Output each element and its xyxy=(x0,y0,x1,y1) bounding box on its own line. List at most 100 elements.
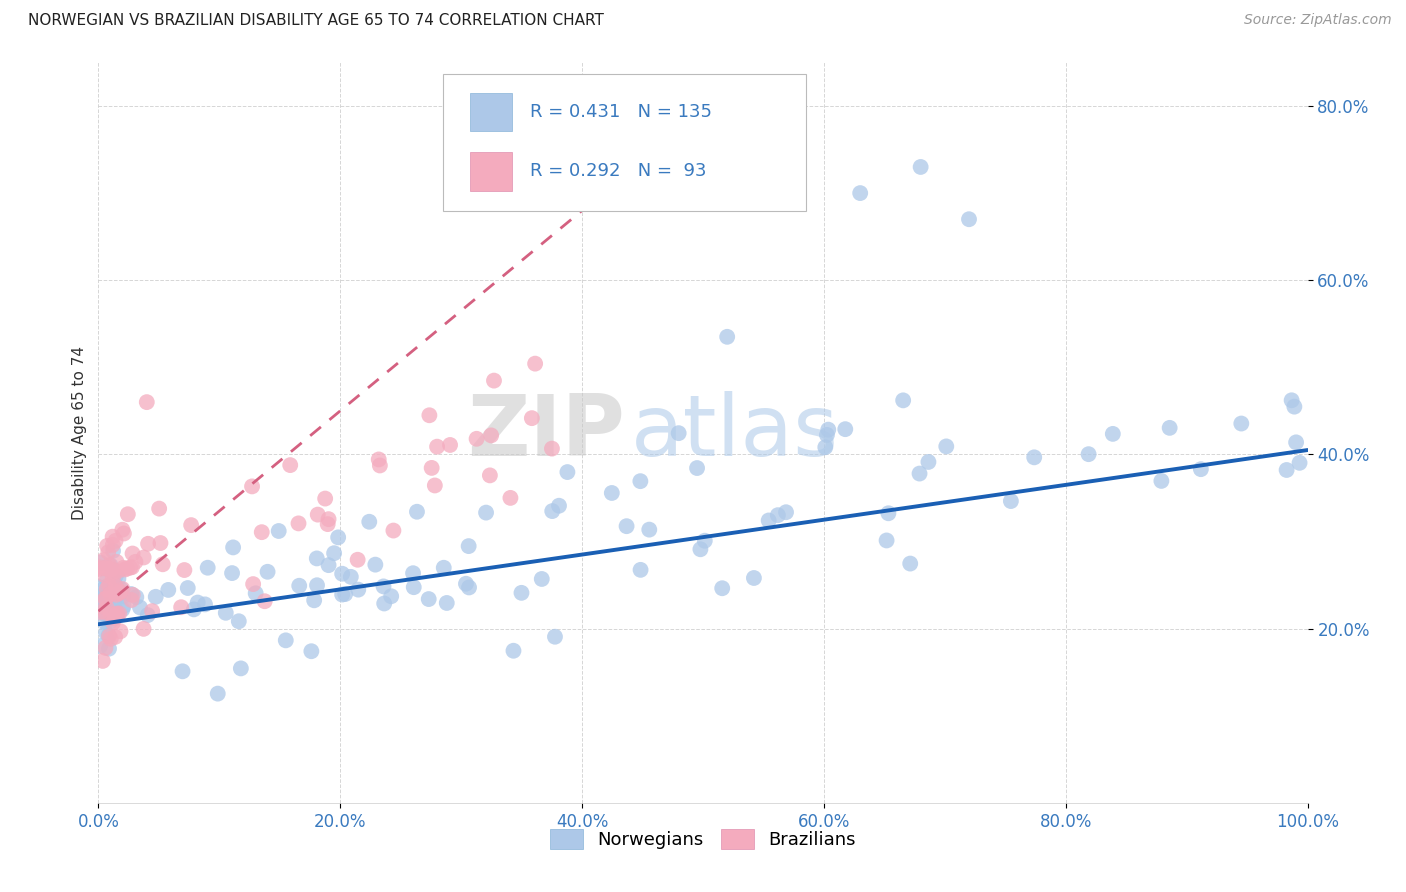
Point xyxy=(426,440,449,454)
Point xyxy=(98,589,121,603)
Point xyxy=(120,560,142,574)
Point xyxy=(373,579,395,593)
Point xyxy=(96,539,118,553)
Point xyxy=(775,505,797,519)
Point xyxy=(94,591,117,606)
Point xyxy=(520,411,543,425)
Point xyxy=(228,614,250,628)
Point xyxy=(346,553,368,567)
Text: atlas: atlas xyxy=(630,391,838,475)
Point xyxy=(1281,393,1303,408)
Point xyxy=(96,573,118,587)
Point xyxy=(1284,400,1306,414)
Point xyxy=(112,561,135,575)
Point xyxy=(97,578,120,592)
Point xyxy=(499,491,522,505)
Point xyxy=(104,610,127,624)
Point xyxy=(94,615,117,629)
Point xyxy=(510,586,533,600)
Point xyxy=(104,580,127,594)
Point xyxy=(96,604,118,618)
Point xyxy=(433,560,456,574)
Point xyxy=(121,588,143,602)
Point xyxy=(1150,474,1173,488)
Point xyxy=(98,641,121,656)
Point xyxy=(307,508,329,522)
Point xyxy=(278,458,301,472)
Text: Source: ZipAtlas.com: Source: ZipAtlas.com xyxy=(1244,13,1392,28)
Point xyxy=(100,562,122,576)
Point xyxy=(318,558,340,573)
Point xyxy=(121,560,143,574)
Point xyxy=(104,630,127,644)
Point xyxy=(117,507,139,521)
Y-axis label: Disability Age 65 to 74: Disability Age 65 to 74 xyxy=(72,345,87,520)
Text: NORWEGIAN VS BRAZILIAN DISABILITY AGE 65 TO 74 CORRELATION CHART: NORWEGIAN VS BRAZILIAN DISABILITY AGE 65… xyxy=(28,13,605,29)
Point xyxy=(94,605,117,619)
Point xyxy=(90,598,112,612)
Point xyxy=(100,614,122,628)
Point xyxy=(101,571,124,585)
Point xyxy=(135,395,157,409)
Point xyxy=(96,594,118,608)
Point xyxy=(834,422,856,436)
Point xyxy=(876,533,898,548)
Text: R = 0.292   N =  93: R = 0.292 N = 93 xyxy=(530,162,707,180)
Point xyxy=(380,589,402,603)
Text: ZIP: ZIP xyxy=(467,391,624,475)
Point xyxy=(107,565,129,579)
Point xyxy=(97,609,120,624)
Point xyxy=(240,479,263,493)
Point xyxy=(141,604,163,618)
Point xyxy=(742,571,765,585)
Point xyxy=(108,584,131,599)
Point xyxy=(121,593,143,607)
Point xyxy=(111,582,134,596)
Point xyxy=(111,523,134,537)
Point xyxy=(136,608,159,623)
Point xyxy=(287,516,309,531)
Point xyxy=(93,553,115,567)
Point xyxy=(129,600,152,615)
Point xyxy=(267,524,290,538)
Point xyxy=(439,438,461,452)
Point xyxy=(110,582,132,597)
Point xyxy=(368,458,391,473)
Point xyxy=(1189,462,1212,476)
Point xyxy=(250,525,273,540)
Point xyxy=(274,633,297,648)
Point xyxy=(177,581,200,595)
Point xyxy=(242,577,264,591)
Point xyxy=(402,580,425,594)
Point xyxy=(530,572,553,586)
Point xyxy=(316,517,339,532)
Point xyxy=(101,530,124,544)
Point xyxy=(548,499,571,513)
Point xyxy=(229,661,252,675)
Point xyxy=(180,518,202,533)
Point xyxy=(877,506,900,520)
Point xyxy=(479,428,502,442)
Point xyxy=(91,654,114,668)
Point xyxy=(288,579,311,593)
Point xyxy=(541,504,564,518)
Point xyxy=(157,582,180,597)
FancyBboxPatch shape xyxy=(470,152,512,191)
Point xyxy=(1275,463,1298,477)
Point xyxy=(305,578,328,592)
Point xyxy=(132,550,155,565)
Point xyxy=(98,558,121,573)
Point xyxy=(935,439,957,453)
Point xyxy=(630,563,652,577)
Point xyxy=(101,615,124,630)
Point xyxy=(96,582,118,596)
Point xyxy=(686,461,709,475)
Point xyxy=(94,626,117,640)
Point xyxy=(815,428,838,442)
Point xyxy=(105,607,128,621)
Point xyxy=(367,452,389,467)
Point xyxy=(101,544,124,558)
Point xyxy=(97,586,120,600)
Point xyxy=(114,562,136,576)
Point xyxy=(711,581,734,595)
